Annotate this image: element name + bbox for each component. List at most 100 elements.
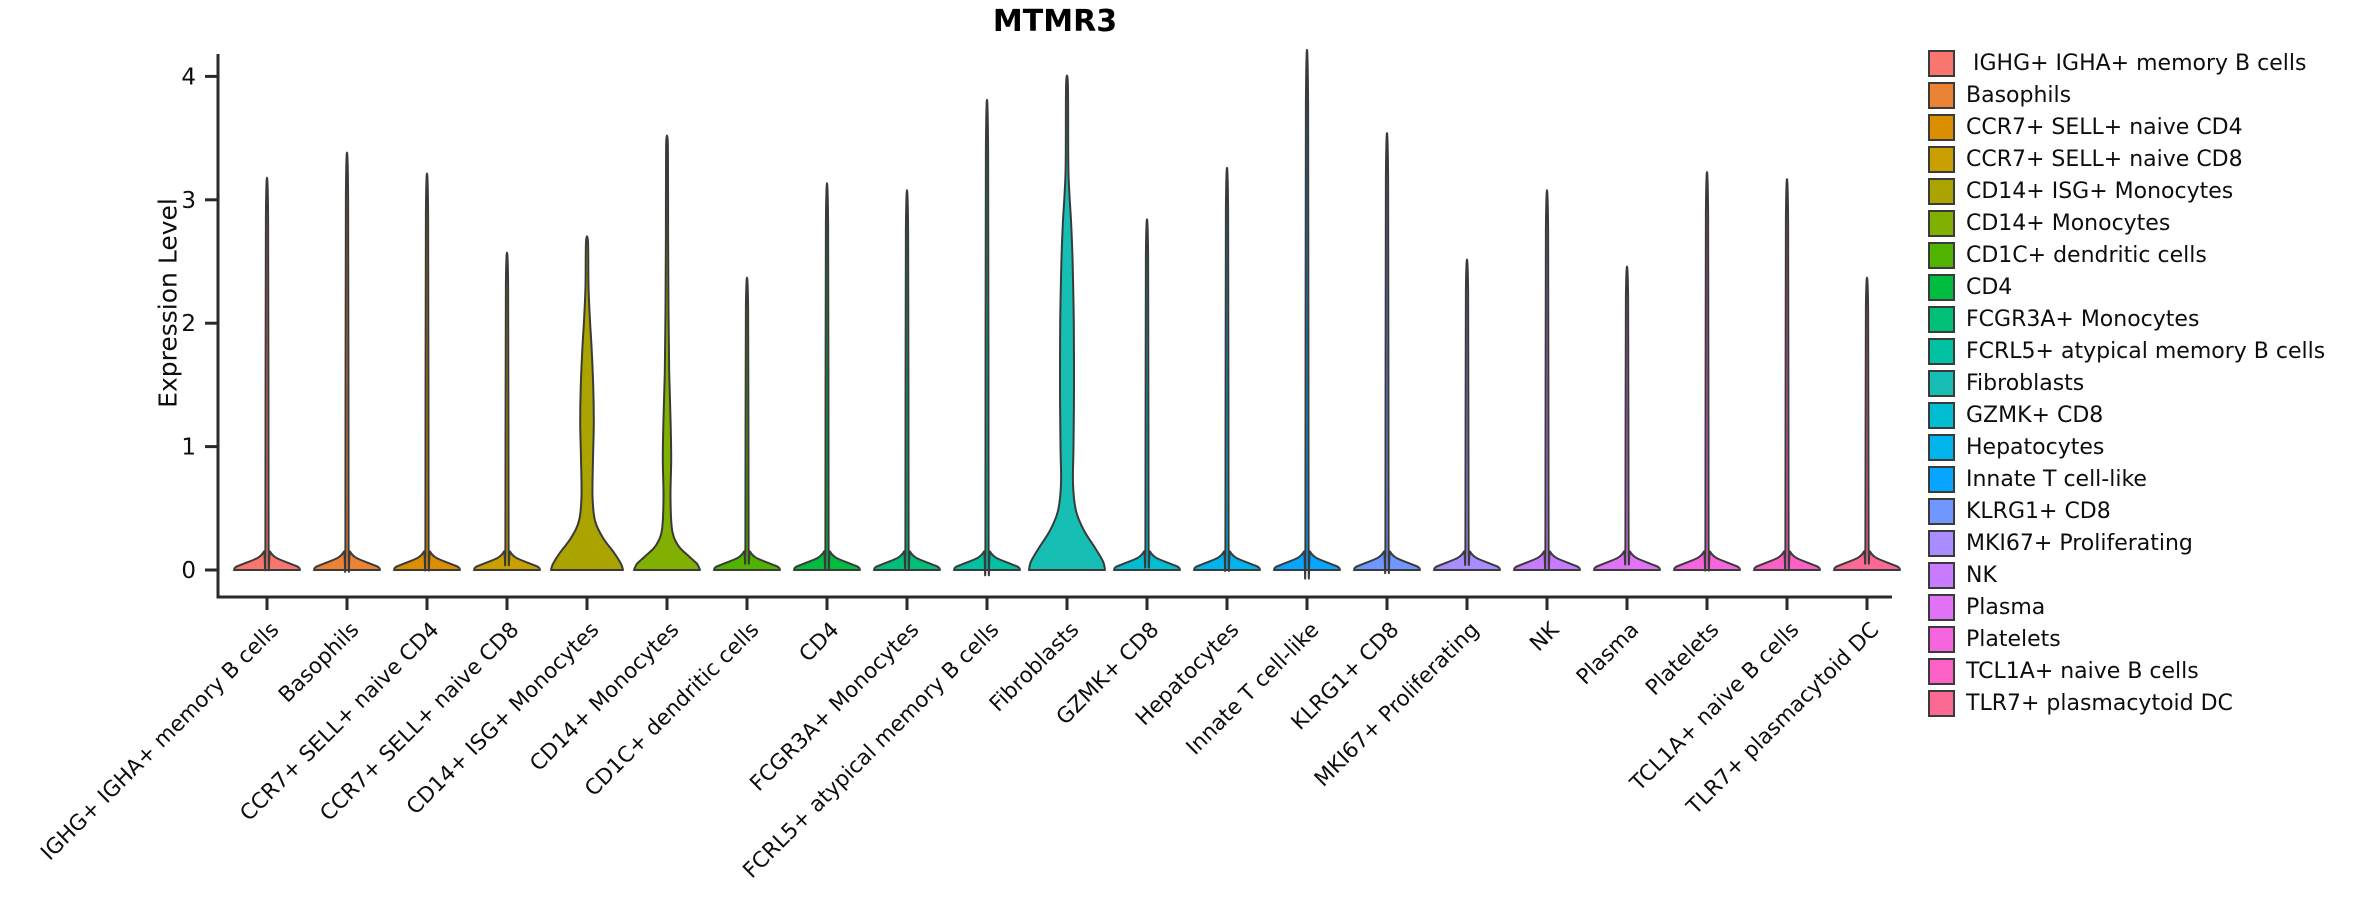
- legend-label: IGHG+ IGHA+ memory B cells: [1966, 51, 2307, 76]
- legend-label: CCR7+ SELL+ naive CD8: [1966, 147, 2243, 172]
- legend-item: TLR7+ plasmacytoid DC: [1928, 690, 2325, 717]
- legend-label: CD14+ Monocytes: [1966, 211, 2171, 236]
- legend-swatch: [1928, 626, 1955, 653]
- legend-label: CD14+ ISG+ Monocytes: [1966, 179, 2234, 204]
- legend-swatch: [1928, 178, 1955, 205]
- violin-plot: [233, 176, 301, 572]
- violin-plot: [313, 151, 381, 573]
- violin-plot: [1513, 189, 1581, 571]
- legend-swatch: [1928, 562, 1955, 589]
- legend-item: KLRG1+ CD8: [1928, 498, 2325, 525]
- violin-plot: [393, 172, 461, 572]
- legend-item: Fibroblasts: [1928, 370, 2325, 397]
- legend-label: Innate T cell-like: [1966, 467, 2147, 492]
- legend-item: Plasma: [1928, 594, 2325, 621]
- legend-label: GZMK+ CD8: [1966, 403, 2104, 428]
- x-tick-label: CD14+ Monocytes: [525, 618, 684, 777]
- legend-label: TCL1A+ naive B cells: [1966, 659, 2199, 684]
- x-tick-label: Plasma: [1572, 618, 1644, 690]
- legend-swatch: [1928, 114, 1955, 141]
- legend-label: CD1C+ dendritic cells: [1966, 243, 2207, 268]
- violin-plot: [713, 276, 781, 571]
- legend-swatch: [1928, 210, 1955, 237]
- legend-item: CD14+ Monocytes: [1928, 210, 2325, 237]
- legend-item: IGHG+ IGHA+ memory B cells: [1928, 50, 2325, 77]
- legend-item: Hepatocytes: [1928, 434, 2325, 461]
- legend-item: TCL1A+ naive B cells: [1928, 658, 2325, 685]
- legend-swatch: [1928, 690, 1955, 717]
- legend-item: GZMK+ CD8: [1928, 402, 2325, 429]
- x-tick-label: Platelets: [1641, 618, 1724, 701]
- legend-swatch: [1928, 306, 1955, 333]
- legend-swatch: [1928, 594, 1955, 621]
- violin-plot: [1833, 276, 1901, 571]
- legend-item: CCR7+ SELL+ naive CD4: [1928, 114, 2325, 141]
- legend-label: MKI67+ Proliferating: [1966, 531, 2193, 556]
- legend-label: Fibroblasts: [1966, 371, 2085, 396]
- x-tick-label: CD4: [795, 618, 845, 668]
- violin-plot: [1353, 132, 1421, 575]
- violin-plot: [1673, 171, 1741, 572]
- legend-label: Plasma: [1966, 595, 2046, 620]
- legend-swatch: [1928, 434, 1955, 461]
- legend-label: KLRG1+ CD8: [1966, 499, 2111, 524]
- legend-item: CD4: [1928, 274, 2325, 301]
- violin-plot: [633, 134, 701, 571]
- violin-plot: [1193, 167, 1261, 572]
- legend-item: CCR7+ SELL+ naive CD8: [1928, 146, 2325, 173]
- legend-swatch: [1928, 50, 1955, 77]
- legend-label: Platelets: [1966, 627, 2061, 652]
- violin-plot: [1028, 74, 1106, 571]
- legend-item: CD1C+ dendritic cells: [1928, 242, 2325, 269]
- legend-item: NK: [1928, 562, 2325, 589]
- legend-swatch: [1928, 498, 1955, 525]
- x-tick-label: MKI67+ Proliferating: [1310, 618, 1484, 792]
- legend-item: MKI67+ Proliferating: [1928, 530, 2325, 557]
- legend-swatch: [1928, 82, 1955, 109]
- legend-swatch: [1928, 530, 1955, 557]
- legend-label: FCRL5+ atypical memory B cells: [1966, 339, 2326, 364]
- legend-swatch: [1928, 658, 1955, 685]
- legend-label: CD4: [1966, 275, 2013, 300]
- legend-swatch: [1928, 370, 1955, 397]
- legend-label: NK: [1966, 563, 1997, 588]
- legend-item: CD14+ ISG+ Monocytes: [1928, 178, 2325, 205]
- y-tick-label: 1: [181, 435, 196, 461]
- legend-swatch: [1928, 242, 1955, 269]
- legend-swatch: [1928, 402, 1955, 429]
- y-tick-label: 3: [181, 188, 196, 214]
- legend-item: Platelets: [1928, 626, 2325, 653]
- legend-item: FCRL5+ atypical memory B cells: [1928, 338, 2325, 365]
- x-tick-label: Innate T cell-like: [1182, 618, 1325, 761]
- legend-label: FCGR3A+ Monocytes: [1966, 307, 2200, 332]
- legend-swatch: [1928, 274, 1955, 301]
- violin-plot: [1433, 258, 1501, 571]
- y-tick-label: 2: [181, 311, 196, 337]
- x-tick-label: NK: [1525, 617, 1565, 657]
- x-tick-label: IGHG+ IGHA+ memory B cells: [36, 618, 284, 866]
- violin-plot: [1593, 265, 1661, 571]
- violin-plot: [873, 189, 941, 571]
- y-tick-label: 0: [181, 558, 196, 584]
- violin-plot: [1753, 178, 1821, 572]
- violin-plot: [550, 235, 624, 571]
- legend-item: Basophils: [1928, 82, 2325, 109]
- legend-swatch: [1928, 466, 1955, 493]
- legend: IGHG+ IGHA+ memory B cells Basophils CCR7+…: [1928, 50, 2325, 722]
- violin-plot: [473, 251, 541, 571]
- legend-label: Basophils: [1966, 83, 2072, 108]
- legend-item: FCGR3A+ Monocytes: [1928, 306, 2325, 333]
- violin-plot: [1273, 49, 1341, 580]
- legend-label: CCR7+ SELL+ naive CD4: [1966, 115, 2243, 140]
- y-tick-label: 4: [181, 64, 196, 90]
- plot-title: MTMR3: [992, 4, 1118, 39]
- legend-label: TLR7+ plasmacytoid DC: [1966, 691, 2233, 716]
- legend-label: Hepatocytes: [1966, 435, 2105, 460]
- violin-plot: [793, 182, 861, 571]
- legend-swatch: [1928, 146, 1955, 173]
- violin-plot: [953, 98, 1021, 577]
- legend-item: Innate T cell-like: [1928, 466, 2325, 493]
- legend-swatch: [1928, 338, 1955, 365]
